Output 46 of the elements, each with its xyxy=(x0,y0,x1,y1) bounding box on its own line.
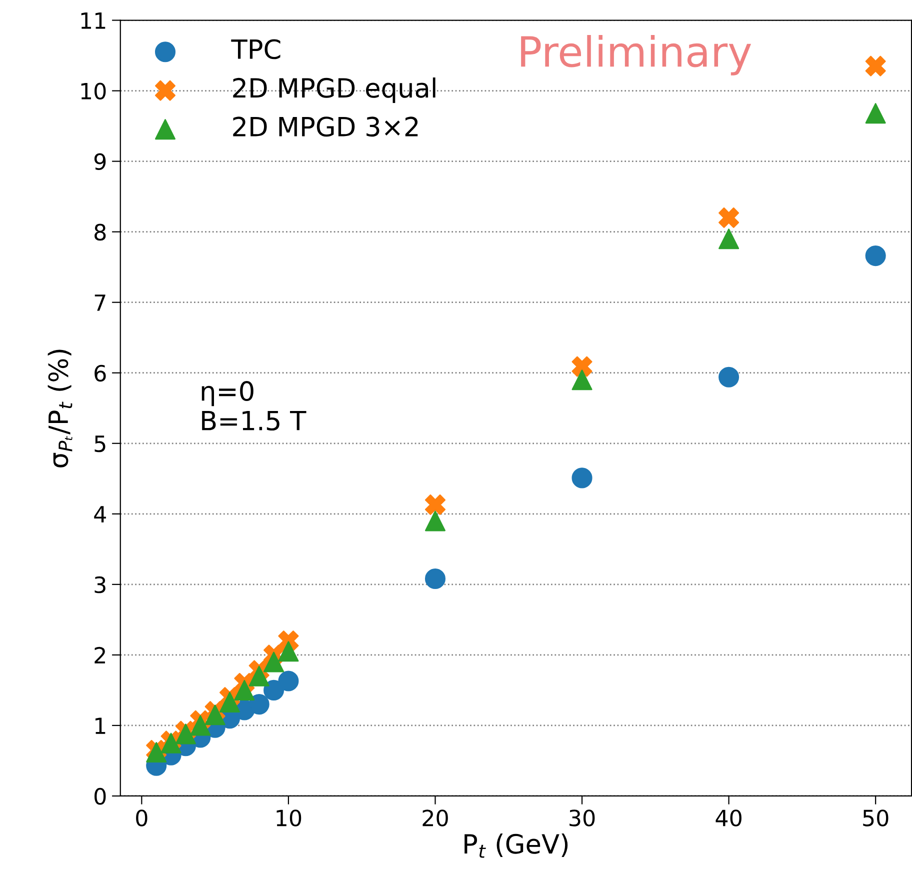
point xyxy=(424,510,446,532)
y-tick-label: 5 xyxy=(94,436,106,452)
y-tick-label: 4 xyxy=(94,506,106,522)
point xyxy=(718,228,740,250)
y-tick-label: 11 xyxy=(81,12,106,29)
point xyxy=(278,641,299,662)
legend-label: 2D MPGD equal xyxy=(233,77,436,104)
legend-label: 2D MPGD 3×2 xyxy=(233,116,418,137)
y-tick-label: 8 xyxy=(94,224,106,241)
y-tick-label: 1 xyxy=(95,718,106,734)
point xyxy=(234,680,255,700)
point xyxy=(248,694,270,715)
point xyxy=(572,356,592,377)
legend-label: TPC xyxy=(231,39,280,60)
y-tick-label: 9 xyxy=(94,153,106,170)
point xyxy=(219,692,240,712)
point xyxy=(865,246,886,266)
point xyxy=(572,468,592,488)
x-tick-label: 50 xyxy=(863,810,888,826)
y-tick-label: 6 xyxy=(94,364,106,382)
point xyxy=(190,715,211,736)
annotation: η=0 B=1.5 T xyxy=(202,381,306,431)
x-tick-label: 40 xyxy=(716,810,742,826)
point xyxy=(424,494,446,516)
x-tick-label: 0 xyxy=(136,810,148,826)
x-tick-label: 20 xyxy=(422,810,448,826)
point xyxy=(718,207,740,228)
point xyxy=(718,366,740,388)
annotation: Preliminary xyxy=(521,35,752,76)
y-tick-label: 3 xyxy=(94,576,106,594)
point xyxy=(248,666,270,686)
point xyxy=(278,670,299,692)
x-tick-label: 30 xyxy=(570,810,595,826)
y-tick-label: 7 xyxy=(94,294,106,311)
point xyxy=(204,704,226,726)
point xyxy=(264,652,284,672)
x-axis-title: P$_{t}$ (GeV) xyxy=(464,833,568,858)
x-tick-label: 10 xyxy=(276,810,302,826)
y-axis-title: σ$_{Pₜ}$/P$_{t}$ (%) xyxy=(48,350,72,468)
point xyxy=(572,370,592,390)
point xyxy=(865,56,886,76)
point xyxy=(424,568,446,590)
y-tick-label: 10 xyxy=(81,82,106,100)
y-tick-label: 0 xyxy=(94,788,106,805)
point xyxy=(865,103,886,124)
y-tick-label: 2 xyxy=(94,646,105,664)
